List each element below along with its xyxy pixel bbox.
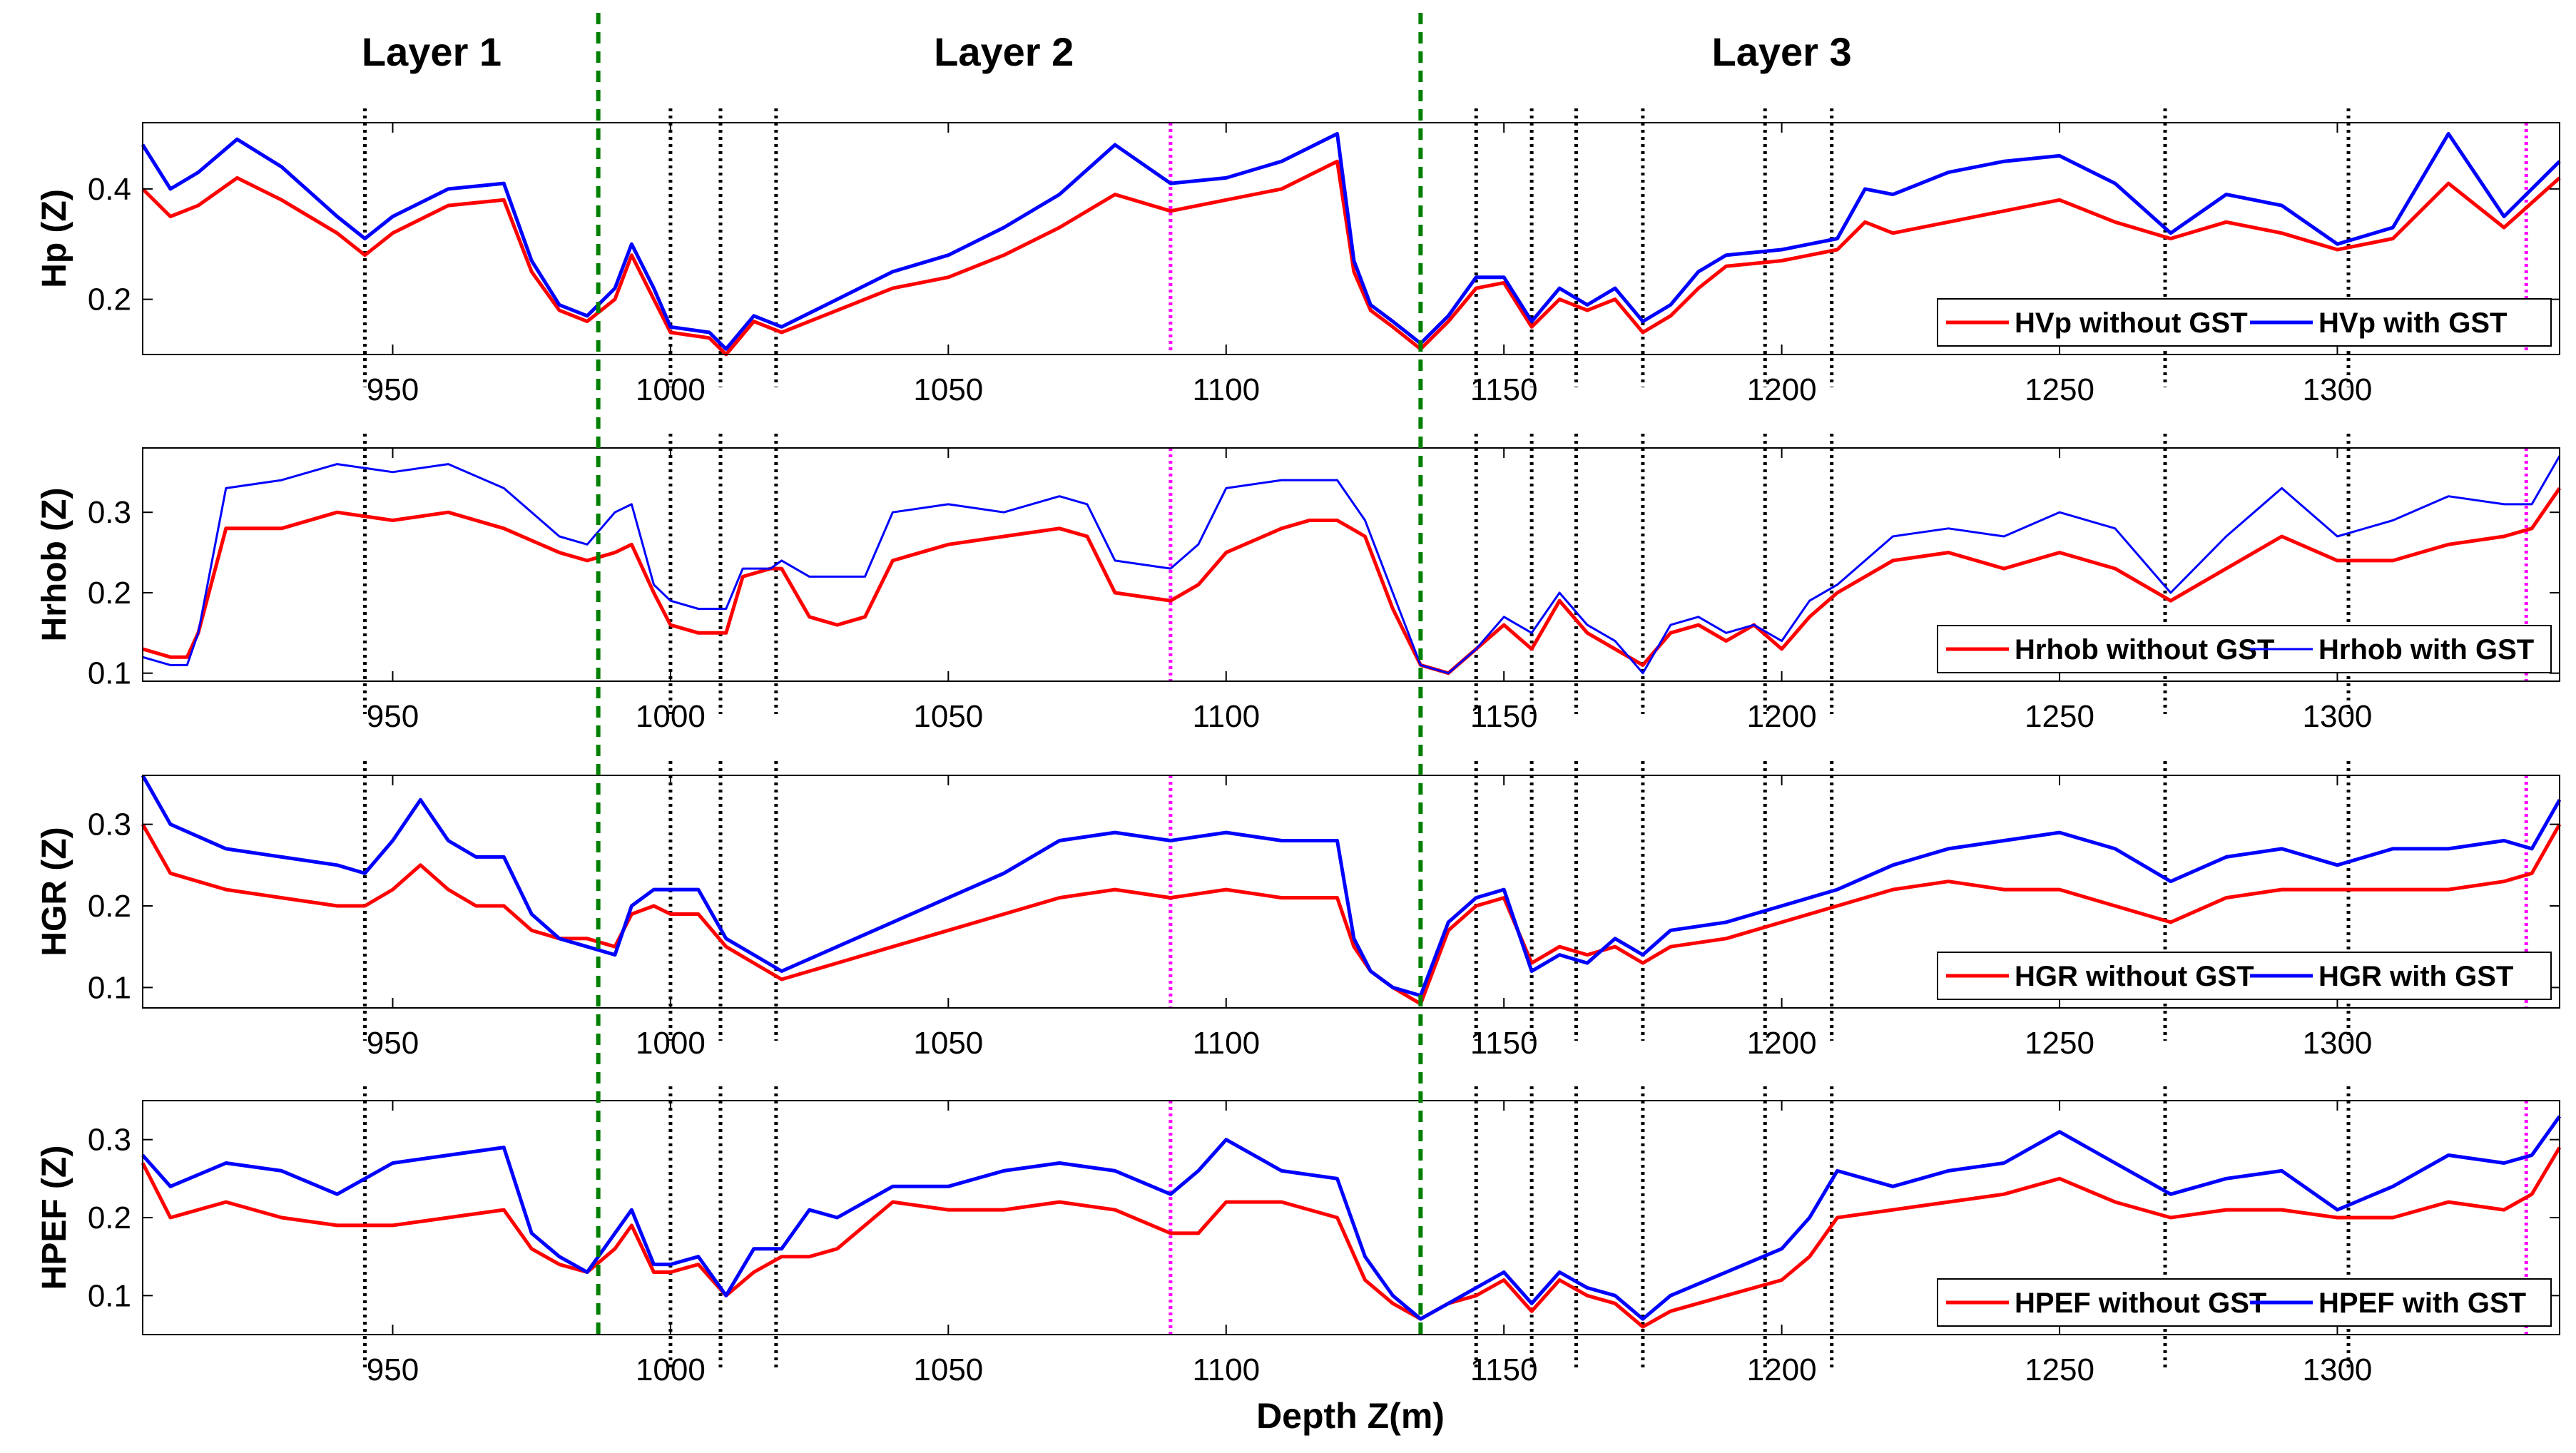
x-tick-label: 1100 <box>1192 1026 1260 1061</box>
y-tick-label: 0.2 <box>88 889 131 924</box>
layer-label: Layer 1 <box>362 29 502 74</box>
legend: HVp without GST HVp with GST <box>1937 298 2552 347</box>
y-tick-label: 0.4 <box>88 172 131 207</box>
x-tick-label: 1200 <box>1747 372 1817 407</box>
legend: HPEF without GST HPEF with GST <box>1937 1278 2552 1327</box>
x-tick-label: 950 <box>367 1026 419 1061</box>
x-tick-label: 1300 <box>2303 1352 2373 1387</box>
axes-box <box>142 775 2560 1009</box>
y-axis-label: HPEF (Z) <box>36 1146 73 1290</box>
x-tick-label: 1250 <box>2025 699 2094 734</box>
layer-label: Layer 2 <box>934 29 1074 74</box>
series-line-without <box>141 159 2561 357</box>
y-tick-label: 0.3 <box>88 495 131 530</box>
axes-box <box>142 447 2560 682</box>
y-tick-label: 0.1 <box>88 656 131 691</box>
x-axis-label: Depth Z(m) <box>1256 1396 1445 1436</box>
legend-label-without: HPEF without GST <box>2015 1288 2266 1319</box>
y-tick-label: 0.1 <box>88 970 131 1005</box>
y-tick-label: 0.1 <box>88 1278 131 1313</box>
x-tick-label: 1000 <box>636 1026 706 1061</box>
series-line-with <box>141 774 2562 998</box>
x-tick-label: 1000 <box>636 699 706 734</box>
x-tick-label: 1100 <box>1192 1352 1260 1387</box>
x-tick-label: 1300 <box>2303 372 2373 407</box>
legend-box <box>1937 1278 2552 1327</box>
layer-labels: Layer 1 Layer 2 Layer 3 <box>362 29 1852 74</box>
series-line-with <box>141 132 2561 351</box>
x-tick-label: 1050 <box>913 1026 983 1061</box>
y-axis-label: HGR (Z) <box>36 827 73 956</box>
x-tick-label: 1050 <box>913 699 983 734</box>
panel-1: 950 1000 1050 1100 1150 1200 1250 1300 0.2 0.4 Hp … <box>36 122 2561 407</box>
legend-label-with: HPEF with GST <box>2318 1288 2526 1319</box>
legend-label-with: HVp with GST <box>2318 307 2507 339</box>
legend-box <box>1937 625 2552 673</box>
x-tick-label: 1200 <box>1747 699 1817 734</box>
legend-label-with: Hrhob with GST <box>2318 634 2534 666</box>
legend-box <box>1937 298 2552 347</box>
y-axis-label: Hrhob (Z) <box>36 488 73 642</box>
legend-label-with: HGR with GST <box>2318 961 2513 992</box>
x-tick-label: 1000 <box>636 372 706 407</box>
vertical-markers <box>363 108 2528 1367</box>
series-line-with <box>142 455 2561 675</box>
series-line-without <box>141 823 2562 1006</box>
x-tick-label: 1200 <box>1747 1352 1817 1387</box>
series-line-with <box>141 1115 2562 1321</box>
x-tick-label: 1150 <box>1470 1026 1538 1061</box>
x-tick-label: 1050 <box>913 1352 983 1387</box>
legend-label-without: Hrhob without GST <box>2015 634 2274 666</box>
x-tick-label: 1100 <box>1192 699 1260 734</box>
x-tick-label: 1100 <box>1192 372 1260 407</box>
legend-label-without: HVp without GST <box>2015 307 2248 339</box>
series-line-without <box>142 486 2562 675</box>
x-tick-label: 1050 <box>913 372 983 407</box>
x-tick-label: 1300 <box>2303 699 2373 734</box>
panels: 950 1000 1050 1100 1150 1200 1250 1300 0.2 0.4 Hp … <box>36 122 2562 1387</box>
panel-4: 950 1000 1050 1100 1150 1200 1250 1300 0.1 0.2 0.3… <box>36 1100 2562 1387</box>
y-axis-label: Hp (Z) <box>36 189 73 288</box>
x-tick-label: 1200 <box>1747 1026 1817 1061</box>
x-tick-label: 1250 <box>2025 372 2094 407</box>
y-tick-label: 0.2 <box>88 282 131 317</box>
y-tick-label: 0.2 <box>88 1200 131 1235</box>
x-tick-label: 1150 <box>1470 372 1538 407</box>
y-tick-label: 0.3 <box>88 1123 131 1158</box>
panel-2: 950 1000 1050 1100 1150 1200 1250 1300 0.1 0.2 0.3… <box>36 447 2562 734</box>
layer-label: Layer 3 <box>1712 29 1852 74</box>
x-tick-label: 950 <box>367 1352 419 1387</box>
x-tick-label: 950 <box>367 372 419 407</box>
y-tick-label: 0.3 <box>88 807 131 842</box>
legend: HGR without GST HGR with GST <box>1937 952 2552 1000</box>
legend-box <box>1937 952 2552 1000</box>
axes-box <box>142 122 2560 355</box>
x-tick-label: 1250 <box>2025 1352 2094 1387</box>
x-tick-label: 950 <box>367 699 419 734</box>
x-tick-label: 1150 <box>1470 699 1538 734</box>
x-tick-label: 1300 <box>2303 1026 2373 1061</box>
legend: Hrhob without GST Hrhob with GST <box>1937 625 2552 673</box>
panel-3: 950 1000 1050 1100 1150 1200 1250 1300 0.1 0.2 0.3… <box>36 774 2562 1061</box>
x-tick-label: 1150 <box>1470 1352 1538 1387</box>
x-tick-label: 1000 <box>636 1352 706 1387</box>
x-tick-label: 1250 <box>2025 1026 2094 1061</box>
legend-label-without: HGR without GST <box>2015 961 2254 992</box>
layer-boundary-lines <box>596 13 1423 1335</box>
y-tick-label: 0.2 <box>88 576 131 611</box>
